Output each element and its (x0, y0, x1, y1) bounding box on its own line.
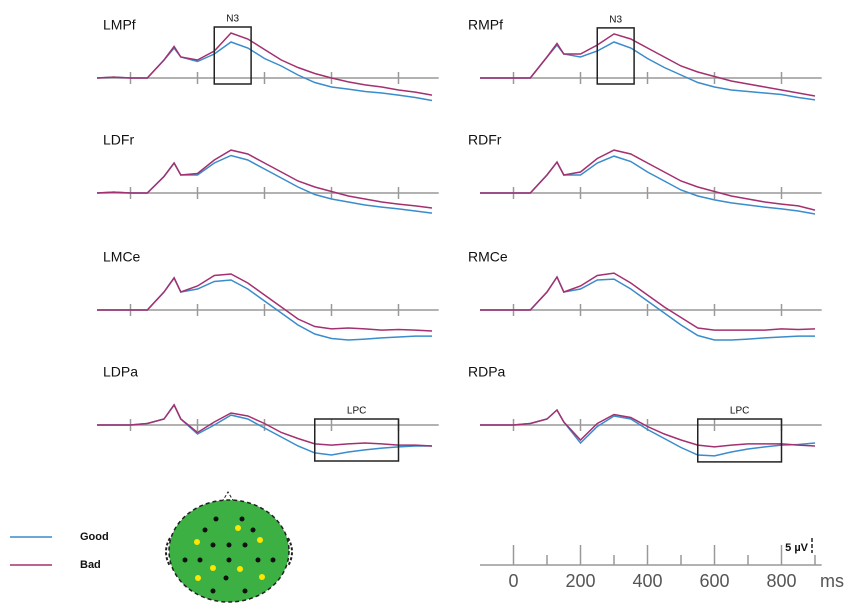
legend-label: Bad (80, 559, 101, 571)
window-label: N3 (609, 15, 622, 26)
time-tick-label: 0 (508, 571, 518, 591)
panel-title: LDFr (103, 132, 134, 148)
window-label: LPC (730, 406, 749, 417)
legend-label: Good (80, 531, 109, 543)
series-line (480, 408, 816, 448)
series-line (480, 272, 816, 331)
time-tick-label: 400 (632, 571, 662, 591)
series-line (96, 149, 433, 209)
panel-title: RDPa (468, 364, 506, 380)
panel-title: LMPf (103, 17, 136, 33)
window-box (314, 418, 400, 462)
scale-bar-label: 5 µV (785, 542, 809, 554)
panel-title: RMCe (468, 249, 508, 265)
series-line (480, 33, 816, 97)
time-unit: ms (820, 571, 844, 591)
panel-title: RDFr (468, 132, 502, 148)
window-box (697, 418, 783, 463)
head-map (165, 491, 293, 603)
window-label: LPC (347, 406, 366, 417)
series-line (480, 155, 816, 215)
time-tick-label: 600 (699, 571, 729, 591)
series-line (96, 41, 433, 102)
panel-title: RMPf (468, 17, 503, 33)
time-tick-label: 800 (766, 571, 796, 591)
window-label: N3 (226, 14, 239, 25)
window-box (213, 26, 252, 85)
series-line (96, 32, 433, 96)
window-box (596, 27, 635, 85)
series-line (480, 41, 816, 101)
time-tick-label: 200 (565, 571, 595, 591)
series-line (97, 273, 433, 332)
series-line (480, 149, 816, 211)
series-line (96, 154, 433, 214)
panel-title: LMCe (103, 249, 141, 265)
series-line (480, 408, 816, 457)
panel-title: LDPa (103, 364, 138, 380)
series-line (97, 403, 433, 447)
